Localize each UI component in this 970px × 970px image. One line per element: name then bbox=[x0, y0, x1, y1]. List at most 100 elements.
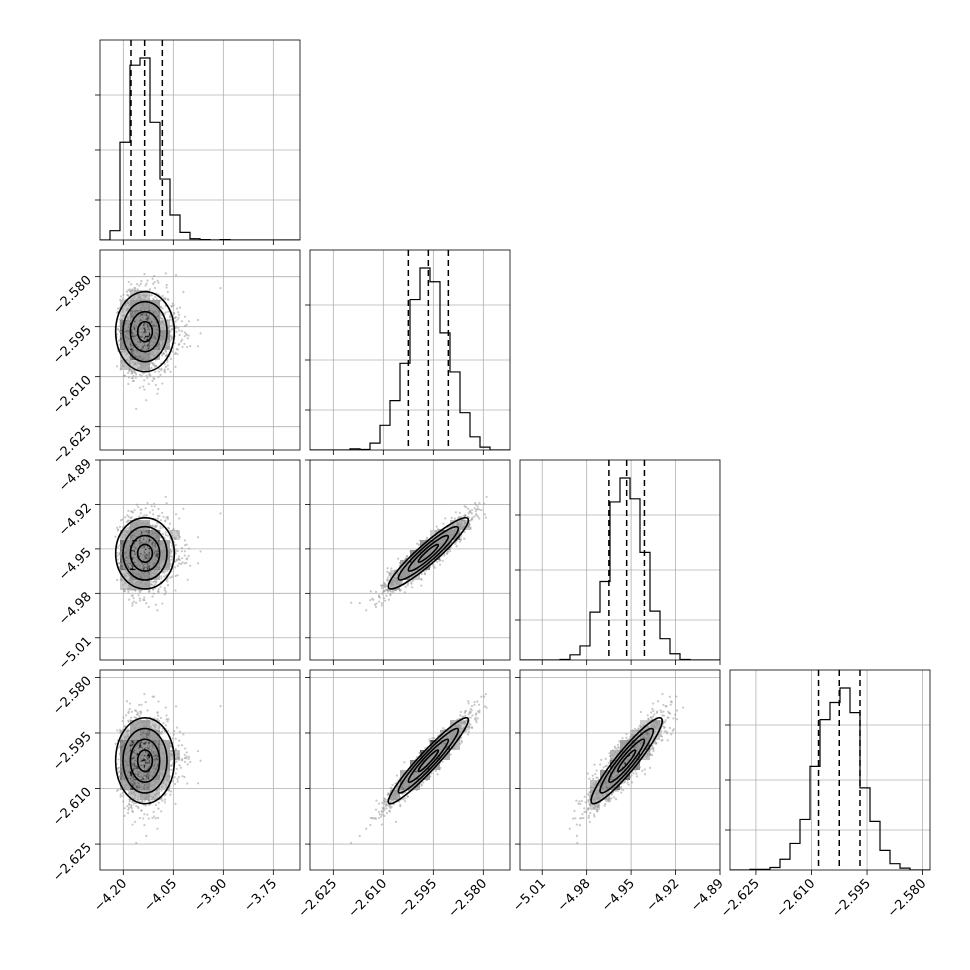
sample-point bbox=[186, 578, 189, 581]
sample-point bbox=[175, 529, 179, 533]
sample-point bbox=[135, 542, 138, 545]
sample-point bbox=[138, 314, 141, 317]
sample-point bbox=[166, 368, 170, 371]
sample-point bbox=[126, 293, 129, 297]
sample-point bbox=[183, 335, 186, 338]
density-cell bbox=[170, 530, 180, 540]
sample-point bbox=[162, 323, 165, 326]
sample-point bbox=[358, 602, 361, 605]
sample-point bbox=[121, 310, 125, 314]
sample-point bbox=[160, 575, 163, 578]
sample-point bbox=[141, 529, 144, 532]
sample-point bbox=[139, 508, 142, 511]
sample-point bbox=[177, 555, 180, 558]
sample-point bbox=[127, 509, 130, 512]
sample-point bbox=[148, 294, 151, 297]
sample-point bbox=[151, 361, 154, 365]
sample-point bbox=[177, 534, 180, 537]
sample-point bbox=[133, 545, 136, 548]
sample-point bbox=[128, 541, 131, 544]
sample-point bbox=[159, 525, 162, 528]
sample-point bbox=[120, 318, 124, 321]
sample-point bbox=[177, 343, 180, 346]
sample-point bbox=[116, 579, 119, 582]
sample-point bbox=[170, 531, 174, 534]
sample-point bbox=[453, 517, 457, 520]
sample-point bbox=[154, 358, 157, 361]
sample-point bbox=[149, 356, 152, 359]
sample-point bbox=[125, 309, 128, 312]
sample-point bbox=[130, 303, 133, 306]
sample-point bbox=[122, 583, 125, 586]
sample-point bbox=[140, 331, 143, 334]
sample-point bbox=[144, 558, 147, 562]
sample-point bbox=[127, 280, 130, 284]
sample-point bbox=[120, 546, 123, 550]
sample-point bbox=[417, 543, 420, 546]
sample-point bbox=[403, 591, 407, 594]
sample-point bbox=[142, 329, 145, 332]
sample-point bbox=[145, 352, 149, 355]
sample-point bbox=[147, 576, 150, 579]
sample-point bbox=[183, 539, 187, 542]
sample-point bbox=[166, 569, 169, 573]
sample-point bbox=[186, 337, 189, 340]
sample-point bbox=[116, 528, 120, 531]
sample-point bbox=[136, 539, 140, 542]
sample-point bbox=[141, 527, 145, 530]
sample-point bbox=[138, 317, 141, 320]
sample-point bbox=[135, 574, 138, 577]
sample-point bbox=[449, 530, 452, 533]
sample-point bbox=[140, 316, 143, 319]
histogram-panel-2 bbox=[515, 459, 721, 665]
sample-point bbox=[187, 320, 191, 323]
sample-point bbox=[169, 357, 173, 360]
sample-point bbox=[147, 329, 151, 332]
sample-point bbox=[176, 549, 179, 553]
sample-point bbox=[178, 329, 181, 332]
y-tick-label: −2.610 bbox=[50, 373, 95, 418]
sample-point bbox=[137, 575, 140, 578]
sample-point bbox=[154, 295, 157, 298]
density-cell bbox=[120, 350, 130, 360]
sample-point bbox=[159, 585, 162, 588]
sample-point bbox=[151, 595, 154, 598]
sample-point bbox=[403, 569, 406, 572]
sample-point bbox=[145, 330, 149, 333]
sample-point bbox=[382, 597, 386, 600]
sample-point bbox=[156, 609, 159, 612]
sample-point bbox=[178, 306, 182, 309]
contour-line bbox=[397, 525, 460, 581]
sample-point bbox=[383, 599, 387, 602]
sample-point bbox=[172, 312, 176, 315]
histogram-panel-1 bbox=[305, 249, 511, 455]
sample-point bbox=[147, 562, 150, 565]
sample-point bbox=[164, 495, 167, 498]
sample-point bbox=[155, 580, 158, 583]
sample-point bbox=[183, 342, 186, 345]
sample-point bbox=[445, 535, 448, 539]
sample-point bbox=[117, 554, 120, 557]
sample-point bbox=[463, 505, 466, 508]
sample-point bbox=[157, 514, 160, 518]
contour-line bbox=[129, 310, 161, 353]
sample-point bbox=[121, 359, 124, 362]
sample-point bbox=[171, 534, 174, 537]
sample-point bbox=[380, 604, 383, 607]
sample-point bbox=[436, 540, 439, 543]
sample-point bbox=[170, 563, 173, 566]
sample-point bbox=[145, 374, 148, 377]
sample-point bbox=[151, 508, 154, 512]
sample-point bbox=[407, 571, 410, 575]
sample-point bbox=[150, 317, 153, 321]
sample-point bbox=[419, 577, 423, 580]
sample-point bbox=[141, 323, 144, 327]
sample-point bbox=[157, 537, 160, 541]
sample-point bbox=[166, 360, 169, 363]
sample-point bbox=[156, 299, 159, 303]
sample-point bbox=[174, 326, 177, 330]
sample-point bbox=[152, 592, 155, 595]
sample-point bbox=[168, 345, 171, 349]
sample-point bbox=[159, 336, 162, 340]
sample-point bbox=[425, 538, 428, 541]
